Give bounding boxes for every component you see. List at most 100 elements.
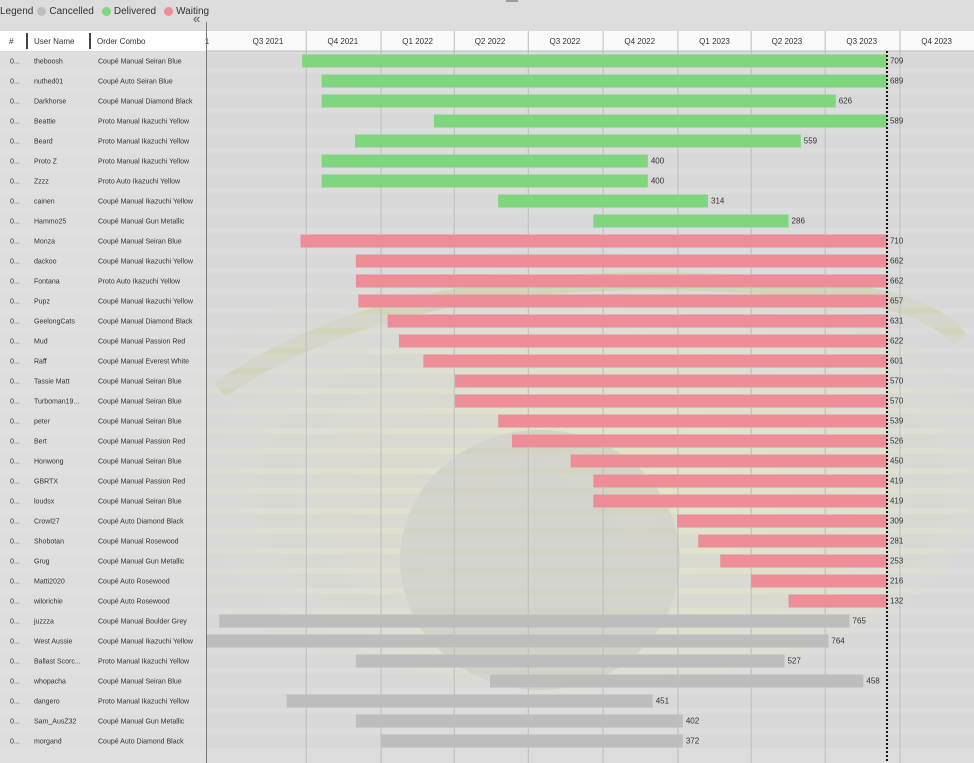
row-order-combo: Proto Manual Ikazuchi Yellow	[98, 119, 190, 126]
row-id: 0...	[10, 59, 20, 66]
row-user-name: dangero	[34, 699, 60, 706]
row-user-name: Shobotan	[34, 539, 64, 546]
row-order-combo: Coupé Manual Everest White	[98, 359, 189, 366]
row-order-combo: Coupé Manual Seiran Blue	[98, 379, 182, 386]
sidebar-divider[interactable]	[206, 22, 207, 763]
bar-value-label: 527	[787, 657, 801, 666]
bar-value-label: 662	[890, 277, 904, 286]
gantt-bar	[302, 54, 887, 68]
column-header-combo[interactable]: Order Combo	[97, 31, 145, 51]
row-user-name: nuthed01	[34, 79, 63, 86]
row-id: 0...	[10, 619, 20, 626]
row-user-name: Grug	[34, 559, 50, 566]
bar-value-label: 657	[890, 297, 904, 306]
row-order-combo: Coupé Manual Seiran Blue	[98, 419, 182, 426]
row-user-name: Crowl27	[34, 519, 60, 526]
column-header-user[interactable]: User Name	[34, 31, 74, 51]
row-order-combo: Coupé Manual Ikazuchi Yellow	[98, 299, 194, 306]
row-user-name: juzzza	[33, 619, 54, 626]
gantt-bar	[512, 434, 887, 448]
row-order-combo: Coupé Manual Diamond Black	[98, 99, 193, 106]
bar-value-label: 570	[890, 377, 904, 386]
bar-value-label: 662	[890, 257, 904, 266]
legend-title: Legend	[0, 5, 34, 17]
row-user-name: Raff	[34, 359, 47, 366]
row-id: 0...	[10, 339, 20, 346]
row-id: 0...	[10, 319, 20, 326]
row-user-name: Hammo25	[34, 219, 66, 226]
bar-value-label: 622	[890, 337, 904, 346]
row-id: 0...	[10, 439, 20, 446]
row-user-name: Sam_AusZ32	[34, 719, 77, 726]
row-user-name: whopacha	[33, 679, 66, 686]
gantt-bar	[381, 734, 683, 748]
bar-value-label: 526	[890, 437, 904, 446]
row-user-name: morgand	[34, 739, 62, 746]
gantt-bar	[593, 474, 887, 488]
column-header-user-label: User Name	[34, 36, 75, 46]
collapse-chevron-icon[interactable]: «	[193, 11, 201, 26]
row-id: 0...	[10, 99, 20, 106]
gantt-bar	[751, 574, 887, 588]
column-header-combo-label: Order Combo	[97, 36, 146, 46]
legend-item-waiting[interactable]: Waiting	[164, 6, 209, 17]
row-id: 0...	[10, 279, 20, 286]
row-order-combo: Coupé Manual Ikazuchi Yellow	[98, 639, 194, 646]
row-id: 0...	[10, 579, 20, 586]
row-order-combo: Coupé Auto Seiran Blue	[98, 79, 173, 86]
bar-value-label: 132	[890, 597, 904, 606]
gantt-bar	[355, 654, 785, 668]
row-order-combo: Coupé Manual Seiran Blue	[98, 459, 182, 466]
resize-handle[interactable]	[506, 0, 518, 2]
bar-value-label: 281	[890, 537, 904, 546]
gantt-bar	[593, 214, 789, 228]
axis-tick-label: Q4 2023	[921, 37, 952, 46]
column-header-id[interactable]: #	[9, 31, 13, 51]
gantt-bar	[498, 194, 709, 208]
row-order-combo: Coupé Manual Boulder Grey	[98, 619, 187, 626]
row-user-name: Zzzz	[34, 179, 49, 186]
bar-value-label: 689	[890, 77, 904, 86]
row-user-name: Monza	[34, 239, 55, 246]
legend-item-cancelled[interactable]: Cancelled	[37, 6, 94, 17]
gantt-bar	[321, 94, 836, 108]
column-separator[interactable]	[26, 33, 28, 49]
legend-item-delivered[interactable]: Delivered	[101, 6, 156, 17]
axis-tick-label: Q1 2022	[402, 37, 433, 46]
bar-value-label: 402	[686, 717, 700, 726]
bar-value-label: 216	[890, 577, 904, 586]
row-order-combo: Coupé Auto Rosewood	[98, 579, 170, 586]
gantt-bar	[593, 494, 887, 508]
row-id: 0...	[10, 739, 20, 746]
row-user-name: Fontana	[34, 279, 60, 286]
sidebar-panel	[0, 51, 207, 763]
bar-value-label: 626	[839, 97, 853, 106]
row-user-name: Beard	[34, 139, 53, 146]
row-user-name: Bert	[34, 439, 47, 446]
legend: Legend Cancelled Delivered Waiting	[0, 0, 213, 22]
axis-tick-label: Q2 2023	[772, 37, 803, 46]
row-user-name: Darkhorse	[34, 99, 66, 106]
row-user-name: Tassie Matt	[34, 379, 69, 386]
bar-value-label: 539	[890, 417, 904, 426]
row-order-combo: Coupé Manual Gun Metallic	[98, 219, 185, 226]
column-separator[interactable]	[89, 33, 91, 49]
row-id: 0...	[10, 159, 20, 166]
bar-value-label: 631	[890, 317, 904, 326]
bar-value-label: 419	[890, 477, 904, 486]
gantt-bar	[490, 674, 864, 688]
row-order-combo: Coupé Manual Seiran Blue	[98, 679, 182, 686]
row-order-combo: Proto Manual Ikazuchi Yellow	[98, 699, 190, 706]
row-order-combo: Proto Manual Ikazuchi Yellow	[98, 659, 190, 666]
row-id: 0...	[10, 299, 20, 306]
gantt-bar	[570, 454, 887, 468]
gantt-bar	[355, 254, 887, 268]
bar-value-label: 709	[890, 57, 904, 66]
bar-value-label: 372	[686, 737, 700, 746]
row-order-combo: Coupé Manual Passion Red	[98, 439, 185, 446]
gantt-bar	[358, 294, 887, 308]
row-order-combo: Coupé Manual Passion Red	[98, 339, 185, 346]
row-user-name: Turboman19...	[34, 399, 79, 406]
gantt-bar	[300, 234, 887, 248]
legend-swatch-waiting	[164, 6, 174, 16]
